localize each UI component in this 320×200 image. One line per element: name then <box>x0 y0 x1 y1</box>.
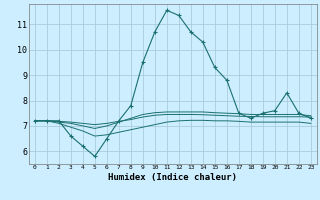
X-axis label: Humidex (Indice chaleur): Humidex (Indice chaleur) <box>108 173 237 182</box>
